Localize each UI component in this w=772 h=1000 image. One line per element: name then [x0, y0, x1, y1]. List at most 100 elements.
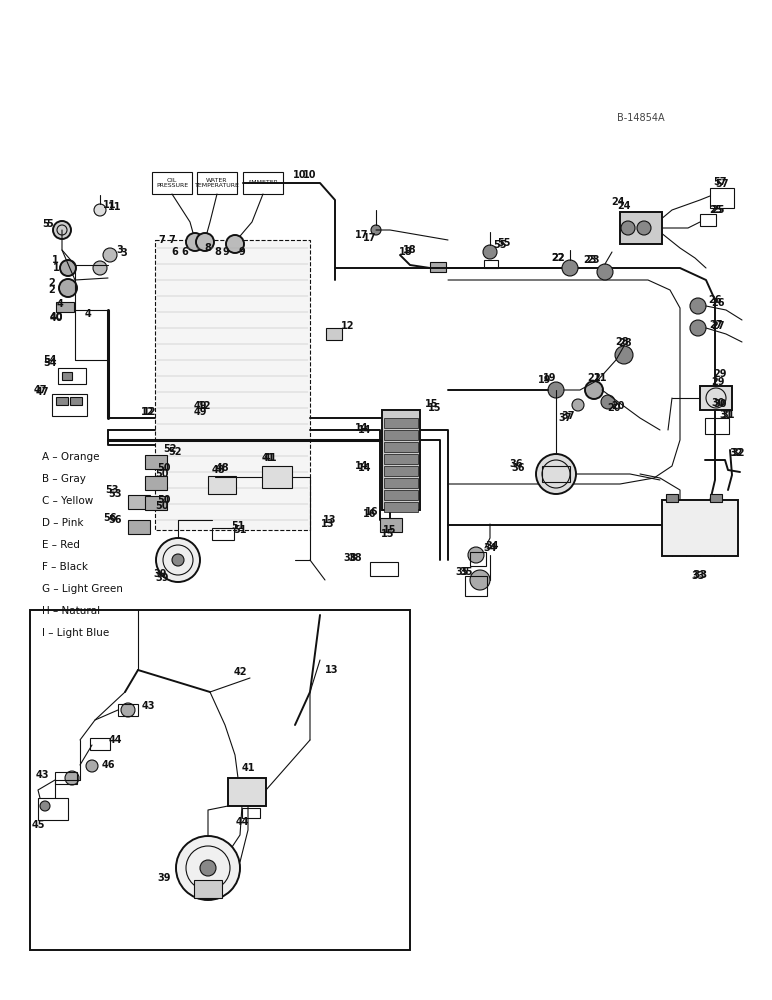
Text: 22: 22 [551, 253, 565, 263]
Text: 23: 23 [584, 255, 597, 265]
Text: 31: 31 [720, 410, 733, 420]
Text: 20: 20 [608, 403, 621, 413]
Bar [620, 212, 662, 244]
Circle shape [196, 233, 214, 251]
Text: 36: 36 [511, 463, 525, 473]
Text: 27: 27 [711, 321, 725, 331]
Circle shape [59, 279, 77, 297]
Bar [262, 466, 292, 488]
Bar [38, 798, 68, 820]
Text: 7: 7 [168, 235, 175, 245]
Circle shape [121, 703, 135, 717]
Text: 38: 38 [344, 553, 357, 563]
Bar [52, 394, 87, 416]
Text: 12: 12 [198, 401, 212, 411]
Text: 43: 43 [36, 770, 49, 780]
Text: 39: 39 [155, 573, 169, 583]
Circle shape [548, 382, 564, 398]
Text: 17: 17 [364, 233, 377, 243]
Text: 32: 32 [730, 448, 743, 458]
Text: 23: 23 [586, 255, 600, 265]
Bar [30, 610, 410, 950]
Bar [58, 368, 86, 384]
Text: 44: 44 [235, 817, 249, 827]
Text: 1: 1 [52, 255, 59, 265]
Circle shape [562, 260, 578, 276]
Bar [430, 262, 446, 272]
Bar [70, 397, 82, 405]
Text: 15: 15 [381, 529, 394, 539]
Text: 15: 15 [383, 525, 397, 535]
Bar [152, 172, 192, 194]
Text: 40: 40 [49, 313, 63, 323]
Bar [145, 496, 167, 510]
Text: 18: 18 [403, 245, 417, 255]
Text: 11: 11 [103, 200, 117, 210]
Bar [243, 172, 283, 194]
Circle shape [371, 225, 381, 235]
Bar [384, 454, 418, 464]
Text: 40: 40 [49, 312, 63, 322]
Text: 9: 9 [239, 247, 245, 257]
Circle shape [585, 381, 603, 399]
Text: 2: 2 [49, 285, 56, 295]
Bar [700, 386, 732, 410]
Text: 6: 6 [171, 247, 178, 257]
Bar [55, 772, 77, 784]
Bar [242, 808, 260, 818]
Text: 25: 25 [709, 205, 723, 215]
Bar [710, 494, 722, 502]
Text: 48: 48 [215, 463, 229, 473]
Circle shape [615, 346, 633, 364]
Text: 10: 10 [303, 170, 317, 180]
Text: 14: 14 [358, 463, 372, 473]
Bar [666, 494, 678, 502]
Text: 5: 5 [42, 219, 49, 229]
Text: B-14854A: B-14854A [617, 113, 665, 123]
Circle shape [690, 320, 706, 336]
Bar [384, 502, 418, 512]
Bar [384, 442, 418, 452]
Text: 31: 31 [721, 410, 735, 420]
Text: 47: 47 [33, 385, 47, 395]
Bar [484, 260, 498, 268]
Bar [194, 880, 222, 898]
Circle shape [103, 248, 117, 262]
Text: AMMETER: AMMETER [248, 180, 279, 186]
Text: 54: 54 [43, 355, 57, 365]
Bar [370, 562, 398, 576]
Circle shape [536, 454, 576, 494]
Text: 41: 41 [241, 763, 255, 773]
Bar [700, 214, 716, 226]
Bar [705, 418, 729, 434]
Text: 5: 5 [46, 219, 53, 229]
Circle shape [53, 221, 71, 239]
Text: 6: 6 [181, 247, 188, 257]
Bar [128, 520, 150, 534]
Circle shape [572, 399, 584, 411]
Text: 51: 51 [232, 521, 245, 531]
Text: 38: 38 [348, 553, 362, 563]
Circle shape [40, 801, 50, 811]
Bar [384, 430, 418, 440]
Circle shape [200, 860, 216, 876]
Text: 29: 29 [711, 377, 725, 387]
Bar [56, 302, 74, 312]
Text: 25: 25 [711, 205, 725, 215]
Text: 19: 19 [538, 375, 552, 385]
Text: 2: 2 [49, 278, 56, 288]
Bar [710, 188, 734, 208]
Circle shape [156, 538, 200, 582]
Text: 13: 13 [323, 515, 337, 525]
Text: 4: 4 [56, 299, 63, 309]
Text: 30: 30 [713, 399, 726, 409]
Text: 41: 41 [263, 453, 276, 463]
Text: 35: 35 [459, 567, 472, 577]
Circle shape [483, 245, 497, 259]
Bar [384, 466, 418, 476]
Text: 33: 33 [692, 570, 708, 580]
Bar [56, 397, 68, 405]
Text: 35: 35 [455, 567, 469, 577]
Circle shape [597, 264, 613, 280]
Text: 13: 13 [325, 665, 339, 675]
